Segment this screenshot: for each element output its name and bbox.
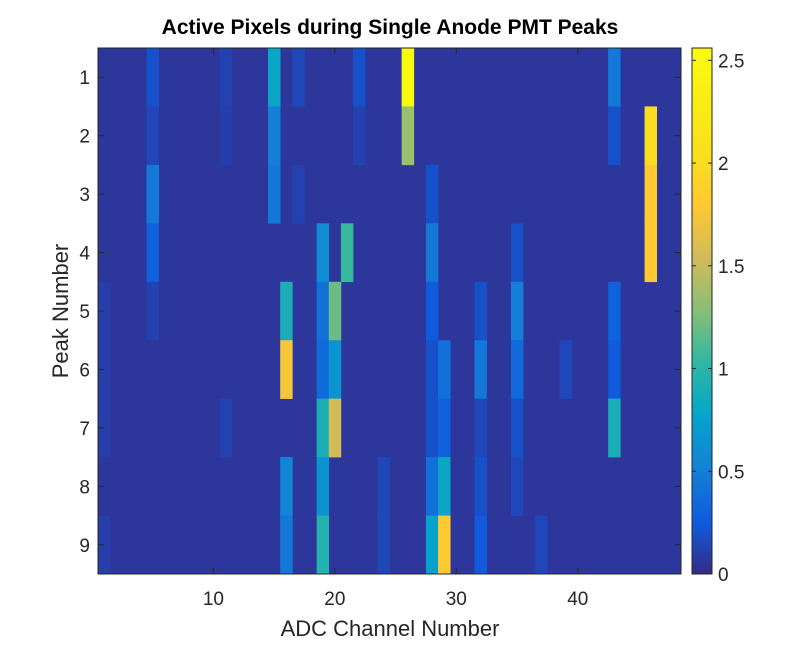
heatmap-cell	[425, 281, 439, 341]
x-tick-label: 30	[446, 589, 467, 610]
heatmap-cell	[608, 106, 621, 166]
heatmap-cell	[316, 223, 330, 283]
heatmap-cell	[474, 515, 487, 575]
colorbar-tick-label: 2.5	[718, 51, 744, 72]
y-tick-label: 6	[79, 360, 90, 381]
colorbar-tick-label: 1	[718, 360, 729, 381]
y-tick-label: 4	[79, 244, 90, 265]
heatmap-cell	[474, 457, 487, 516]
heatmap-cell	[219, 48, 232, 107]
heatmap-cell	[98, 398, 111, 458]
colorbar-tick-label: 0	[718, 565, 729, 586]
heatmap-cell	[353, 106, 366, 166]
y-tick-label: 3	[79, 185, 90, 206]
y-tick-label: 1	[79, 68, 90, 89]
heatmap-cell	[438, 398, 451, 458]
heatmap-cell	[401, 106, 415, 166]
heatmap-cell	[510, 457, 524, 516]
heatmap-cell	[438, 515, 451, 575]
heatmap-cell	[608, 281, 621, 341]
y-axis-label: Peak Number	[48, 244, 73, 379]
x-tick-label: 10	[203, 589, 224, 610]
heatmap-cell	[510, 223, 524, 283]
x-tick-label: 20	[324, 589, 345, 610]
heatmap-cell	[146, 48, 160, 107]
y-tick-label: 2	[79, 127, 90, 148]
heatmap-cell	[292, 164, 305, 224]
heatmap-cell	[146, 106, 160, 166]
heatmap-cell	[608, 340, 621, 399]
heatmap-cell	[146, 281, 160, 341]
heatmap-cell	[425, 457, 439, 516]
heatmap-cell	[510, 398, 524, 458]
x-axis-ticks: 10 20 30 40	[203, 48, 588, 610]
heatmap-cell	[559, 340, 572, 399]
colorbar-tick-label: 0.5	[718, 462, 744, 483]
heatmap-cell	[219, 398, 232, 458]
heatmap-cell	[438, 340, 451, 399]
heatmap-cell	[316, 515, 330, 575]
heatmap-cell	[280, 281, 293, 341]
heatmap-cell	[316, 340, 330, 399]
heatmap-cell	[438, 457, 451, 516]
y-tick-label: 7	[79, 419, 90, 440]
heatmap-cell	[340, 223, 354, 283]
heatmap-cell	[644, 164, 658, 224]
heatmap-cell	[146, 164, 160, 224]
heatmap-cell	[268, 48, 281, 107]
heatmap-cell	[268, 164, 281, 224]
heatmap-cells	[98, 48, 658, 575]
heatmap-cell	[474, 281, 487, 341]
heatmap-cell	[644, 106, 658, 166]
y-tick-label: 9	[79, 536, 90, 557]
heatmap-cell	[425, 515, 439, 575]
heatmap-cell	[98, 515, 111, 575]
heatmap-cell	[510, 340, 524, 399]
heatmap-cell	[377, 457, 390, 516]
colorbar-ticks: 0 0.5 1 1.5 2 2.5	[692, 51, 744, 586]
heatmap-cell	[353, 48, 366, 107]
heatmap-cell	[510, 281, 524, 341]
colorbar-tick-label: 1.5	[718, 257, 744, 278]
heatmap-cell	[146, 223, 160, 283]
heatmap-cell	[474, 340, 487, 399]
heatmap-cell	[280, 457, 293, 516]
colorbar-tick-label: 2	[718, 154, 729, 175]
x-axis-label: ADC Channel Number	[281, 616, 500, 641]
heatmap-cell	[98, 281, 111, 341]
heatmap-cell	[316, 457, 330, 516]
heatmap-cell	[280, 515, 293, 575]
heatmap-cell	[328, 340, 342, 399]
x-tick-label: 40	[567, 589, 588, 610]
heatmap-cell	[328, 398, 342, 458]
heatmap-cell	[608, 48, 621, 107]
heatmap-cell	[425, 398, 439, 458]
heatmap-cell	[535, 515, 548, 575]
heatmap-cell	[98, 340, 111, 399]
heatmap-cell	[280, 340, 293, 399]
colorbar	[691, 47, 713, 575]
y-tick-label: 8	[79, 477, 90, 498]
heatmap-cell	[425, 340, 439, 399]
heatmap-cell	[268, 106, 281, 166]
heatmap-cell	[401, 48, 415, 107]
heatmap-cell	[219, 106, 232, 166]
y-axis-ticks: 1 2 3 4 5 6 7 8 9	[79, 68, 681, 557]
heatmap-cell	[474, 398, 487, 458]
heatmap-cell	[425, 223, 439, 283]
heatmap-cell	[608, 398, 621, 458]
heatmap-cell	[316, 398, 330, 458]
chart-title: Active Pixels during Single Anode PMT Pe…	[162, 16, 619, 39]
heatmap-cell	[644, 223, 658, 283]
heatmap-cell	[328, 281, 342, 341]
heatmap-cell	[425, 164, 439, 224]
heatmap-cell	[316, 281, 330, 341]
y-tick-label: 5	[79, 302, 90, 323]
heatmap-cell	[377, 515, 390, 575]
heatmap-cell	[292, 48, 305, 107]
